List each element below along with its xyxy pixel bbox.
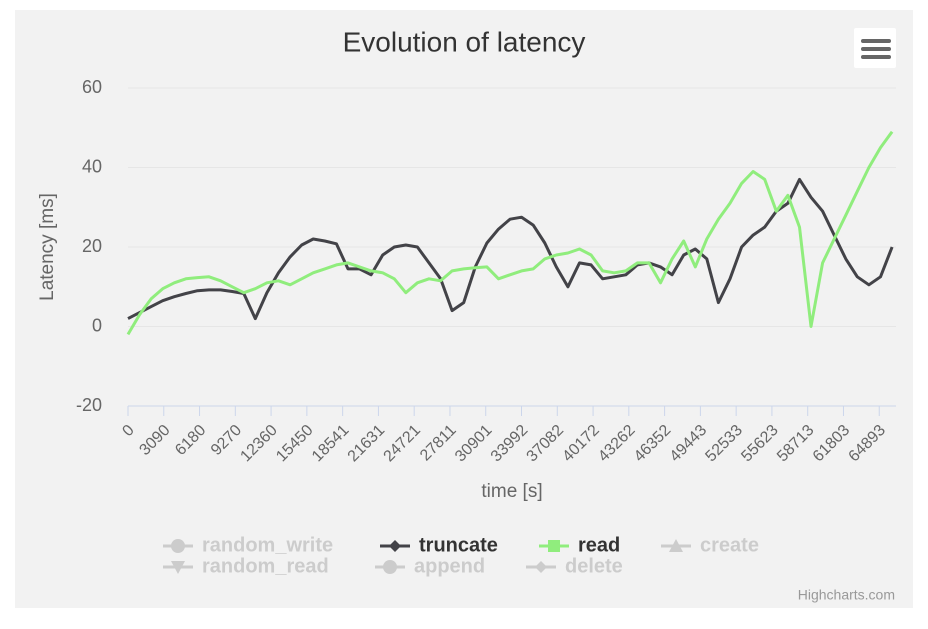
menu-icon-bar: [861, 39, 891, 43]
legend-label: create: [700, 534, 759, 556]
menu-button[interactable]: [854, 28, 896, 68]
y-tick-label: 20: [82, 236, 102, 256]
legend-label: read: [578, 534, 620, 556]
legend-item[interactable]: random_write: [163, 534, 333, 556]
legend-item[interactable]: truncate: [380, 534, 498, 556]
legend-label: append: [414, 555, 485, 577]
x-axis-title: time [s]: [481, 481, 542, 502]
legend-item[interactable]: read: [539, 534, 620, 556]
legend-label: truncate: [419, 534, 498, 556]
series-line: [126, 130, 894, 336]
credits: Highcharts.com: [798, 587, 895, 603]
legend-label: random_read: [202, 555, 329, 577]
legend-label: delete: [565, 555, 623, 577]
legend-item[interactable]: append: [375, 555, 485, 577]
y-tick-label: 40: [82, 156, 102, 176]
legend-item[interactable]: random_read: [163, 555, 329, 577]
legend-symbol: [535, 561, 547, 573]
legend-symbol: [171, 539, 185, 553]
menu-icon-bar: [861, 55, 891, 59]
y-axis-title: Latency [ms]: [37, 193, 58, 301]
series-line: [127, 177, 894, 321]
y-tick-label: 60: [82, 77, 102, 97]
legend-item[interactable]: delete: [526, 555, 623, 577]
legend-symbol: [389, 540, 401, 552]
menu-icon-bar: [861, 47, 891, 51]
legend-symbol: [669, 539, 683, 552]
chart-background: [15, 10, 913, 608]
legend-symbol: [171, 561, 185, 574]
legend-item[interactable]: create: [661, 534, 759, 556]
y-tick-label: 0: [92, 315, 102, 335]
legend-symbol: [548, 540, 560, 552]
legend-symbol: [383, 560, 397, 574]
y-tick-label: -20: [76, 395, 102, 415]
chart-title: Evolution of latency: [343, 26, 586, 57]
legend-label: random_write: [202, 534, 333, 556]
